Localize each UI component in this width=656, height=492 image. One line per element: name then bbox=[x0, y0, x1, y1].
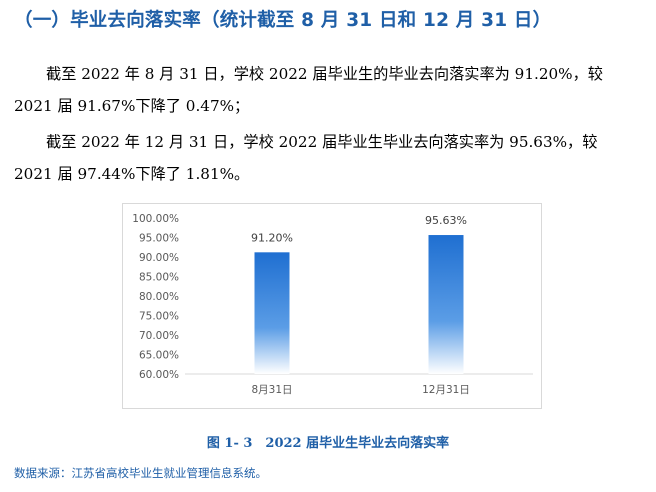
paragraph-december-line1: 截至 2022 年 12 月 31 日，学校 2022 届毕业生毕业去向落实率为… bbox=[46, 133, 598, 151]
y-tick-label: 65.00% bbox=[139, 350, 179, 362]
paragraph-august: 截至 2022 年 8 月 31 日，学校 2022 届毕业生的毕业去向落实率为… bbox=[14, 58, 650, 122]
paragraph-december-line2: 2021 届 97.44%下降了 1.81%。 bbox=[14, 165, 250, 183]
y-tick-label: 80.00% bbox=[139, 291, 179, 303]
bars bbox=[254, 235, 464, 374]
bar-chart: 100.00% 95.00% 90.00% 85.00% 80.00% 75.00% 70.… bbox=[122, 203, 542, 409]
y-tick-label: 95.00% bbox=[139, 233, 179, 245]
section-heading: （一）毕业去向落实率（统计截至 8 月 31 日和 12 月 31 日） bbox=[14, 10, 552, 31]
y-tick-label: 90.00% bbox=[139, 252, 179, 264]
x-axis-ticks: 8月31日 12月31日 bbox=[251, 384, 469, 396]
figure-caption: 图 1- 3 2022 届毕业生毕业去向落实率 bbox=[206, 436, 450, 451]
bar-chart-svg: 100.00% 95.00% 90.00% 85.00% 80.00% 75.00% 70.… bbox=[132, 213, 533, 396]
bar-1 bbox=[254, 252, 290, 374]
y-axis-ticks: 100.00% 95.00% 90.00% 85.00% 80.00% 75.00% 70.… bbox=[132, 213, 179, 381]
data-label-1: 91.20% bbox=[251, 231, 293, 244]
y-tick-label: 70.00% bbox=[139, 330, 179, 342]
x-tick-label: 12月31日 bbox=[422, 384, 470, 396]
paragraph-august-line2: 2021 届 91.67%下降了 0.47%； bbox=[14, 97, 250, 115]
y-tick-label: 85.00% bbox=[139, 272, 179, 284]
y-tick-label: 60.00% bbox=[139, 369, 179, 381]
data-label-2: 95.63% bbox=[425, 214, 467, 227]
bar-2 bbox=[428, 235, 464, 374]
paragraph-august-line1: 截至 2022 年 8 月 31 日，学校 2022 届毕业生的毕业去向落实率为… bbox=[46, 65, 603, 83]
paragraph-december: 截至 2022 年 12 月 31 日，学校 2022 届毕业生毕业去向落实率为… bbox=[14, 126, 650, 190]
data-labels: 91.20% 95.63% bbox=[251, 214, 467, 244]
x-tick-label: 8月31日 bbox=[251, 384, 292, 396]
data-source-note: 数据来源：江苏省高校毕业生就业管理信息系统。 bbox=[14, 466, 267, 480]
y-tick-label: 75.00% bbox=[139, 311, 179, 323]
y-tick-label: 100.00% bbox=[132, 213, 179, 225]
